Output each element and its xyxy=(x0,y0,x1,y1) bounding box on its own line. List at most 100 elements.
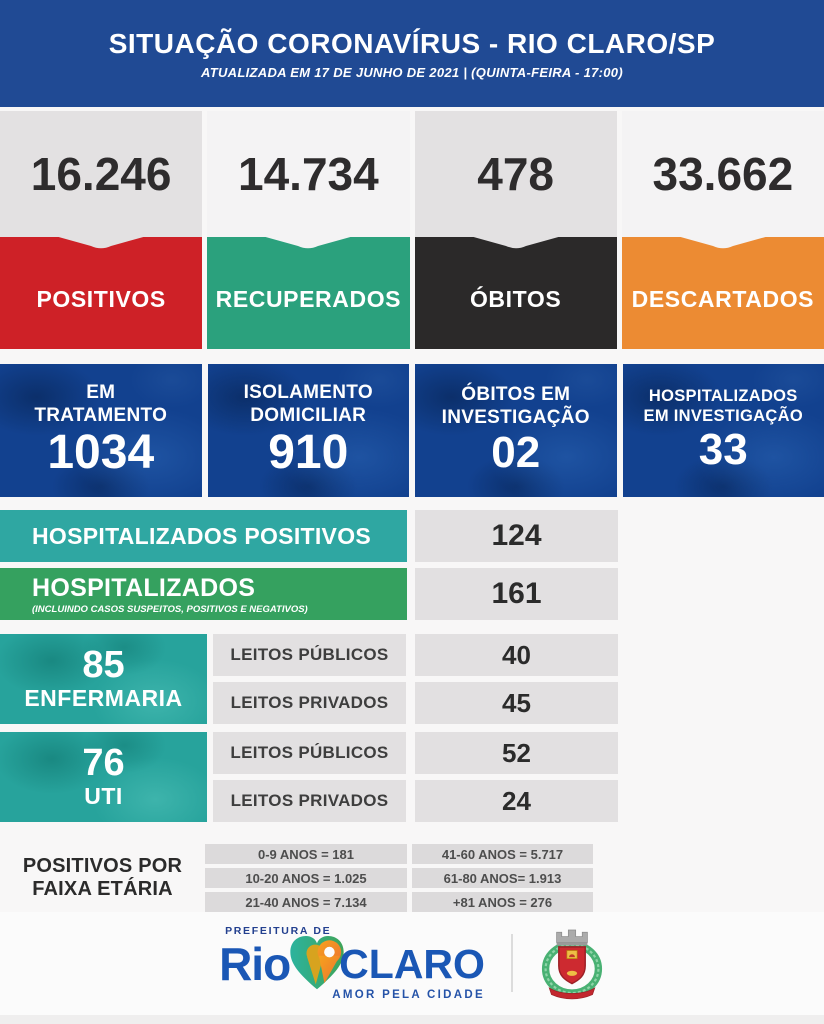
uti-rows: LEITOS PÚBLICOS 52 LEITOS PRIVADOS 24 xyxy=(213,732,824,822)
table-row: LEITOS PRIVADOS 24 xyxy=(213,780,824,822)
tile-obitos-investigacao: ÓBITOS EM INVESTIGAÇÃO 02 xyxy=(415,364,617,497)
leitos-privados-label: LEITOS PRIVADOS xyxy=(213,780,406,822)
hospitalizados-total-row: HOSPITALIZADOS (INCLUINDO CASOS SUSPEITO… xyxy=(0,568,824,620)
obitos-label-area: ÓBITOS xyxy=(414,236,617,349)
updated-timestamp: ATUALIZADA EM 17 DE JUNHO DE 2021 | (QUI… xyxy=(201,64,623,80)
hospitalizados-investigacao-count: 33 xyxy=(698,425,748,475)
tile-label: EM TRATAMENTO xyxy=(34,382,167,427)
stat-value-area: 33.662 xyxy=(621,111,824,237)
age-cell-21-40: 21-40 ANOS = 7.134 xyxy=(205,892,407,912)
age-cell-10-20: 10-20 ANOS = 1.025 xyxy=(205,868,407,888)
tile-label: ISOLAMENTO DOMICILIAR xyxy=(244,382,373,427)
age-cell-0-9: 0-9 ANOS = 181 xyxy=(205,844,407,864)
bar-label: HOSPITALIZADOS xyxy=(32,573,256,602)
positivos-label-area: POSITIVOS xyxy=(0,236,203,349)
hospitalizados-positivos-row: HOSPITALIZADOS POSITIVOS 124 xyxy=(0,510,824,562)
age-title-line1: POSITIVOS POR xyxy=(22,855,183,877)
stat-value-area: 14.734 xyxy=(207,111,410,237)
header-banner: SITUAÇÃO CORONAVÍRUS - RIO CLARO/SP ATUA… xyxy=(0,0,824,107)
hospitalizados-positivos-bar: HOSPITALIZADOS POSITIVOS xyxy=(0,510,407,562)
hospitalizados-total-bar: HOSPITALIZADOS (INCLUINDO CASOS SUSPEITO… xyxy=(0,568,407,620)
descartados-label: DESCARTADOS xyxy=(631,285,815,312)
leitos-publicos-label: LEITOS PÚBLICOS xyxy=(213,732,406,774)
em-tratamento-count: 1034 xyxy=(47,425,155,479)
recuperados-label-area: RECUPERADOS xyxy=(207,236,410,349)
enfermaria-block: 85 ENFERMARIA xyxy=(0,634,207,724)
city-logo-row: Rio xyxy=(219,935,485,991)
tile-label-line2: INVESTIGAÇÃO xyxy=(441,406,590,428)
age-cell-81-plus: +81 ANOS = 276 xyxy=(412,892,593,912)
stat-value-area: 16.246 xyxy=(0,111,203,237)
leitos-privados-value: 45 xyxy=(415,682,618,724)
notch-decoration xyxy=(262,236,355,249)
enfermaria-label: ENFERMARIA xyxy=(24,685,183,712)
coat-of-arms-icon xyxy=(541,929,603,1000)
tile-hospitalizados-investigacao: HOSPITALIZADOS EM INVESTIGAÇÃO 33 xyxy=(622,364,824,497)
tile-label: HOSPITALIZADOS EM INVESTIGAÇÃO xyxy=(644,387,803,426)
bar-sublabel: (INCLUINDO CASOS SUSPEITOS, POSITIVOS E … xyxy=(32,603,308,615)
uti-group: 76 UTI LEITOS PÚBLICOS 52 LEITOS PRIVADO… xyxy=(0,732,824,822)
positivos-count: 16.246 xyxy=(30,148,172,200)
recuperados-label: RECUPERADOS xyxy=(215,285,402,312)
age-cell-41-60: 41-60 ANOS = 5.717 xyxy=(412,844,593,864)
tile-label: ÓBITOS EM INVESTIGAÇÃO xyxy=(442,384,590,429)
logo-word-claro: CLARO xyxy=(339,940,485,987)
age-title-line2: FAIXA ETÁRIA xyxy=(32,878,173,900)
summary-stats-row: 16.246 POSITIVOS 14.734 RECUPERADOS 478 … xyxy=(0,111,824,349)
leitos-publicos-label: LEITOS PÚBLICOS xyxy=(213,634,406,676)
stat-card-positivos: 16.246 POSITIVOS xyxy=(0,111,203,349)
notch-decoration xyxy=(676,236,769,249)
logo-tagline: AMOR PELA CIDADE xyxy=(332,989,485,1001)
hospitalizados-total-value: 161 xyxy=(415,568,618,620)
recuperados-count: 14.734 xyxy=(238,148,379,200)
tile-label-line2: EM INVESTIGAÇÃO xyxy=(643,406,803,425)
footer-divider xyxy=(510,934,513,992)
stat-value-area: 478 xyxy=(414,111,617,237)
notch-decoration xyxy=(55,236,148,249)
tile-label-line1: EM xyxy=(86,382,116,404)
tile-label-line2: TRATAMENTO xyxy=(34,404,168,426)
age-table-right-column: 41-60 ANOS = 5.717 61-80 ANOS= 1.913 +81… xyxy=(412,844,593,912)
prefeitura-logo: PREFEITURA DE Rio xyxy=(219,925,485,1001)
investigation-tiles-row: EM TRATAMENTO 1034 ISOLAMENTO DOMICILIAR… xyxy=(0,364,824,497)
table-row: LEITOS PÚBLICOS 40 xyxy=(213,634,824,676)
leitos-privados-value: 24 xyxy=(415,780,618,822)
age-cell-61-80: 61-80 ANOS= 1.913 xyxy=(412,868,593,888)
leitos-privados-label: LEITOS PRIVADOS xyxy=(213,682,406,724)
uti-total: 76 xyxy=(82,741,125,784)
bottom-edge-strip xyxy=(0,1015,824,1024)
tile-isolamento-domiciliar: ISOLAMENTO DOMICILIAR 910 xyxy=(207,364,409,497)
positivos-label: POSITIVOS xyxy=(36,285,166,312)
age-table-left-column: 0-9 ANOS = 181 10-20 ANOS = 1.025 21-40 … xyxy=(205,844,407,912)
notch-decoration xyxy=(469,236,562,249)
stat-card-descartados: 33.662 DESCARTADOS xyxy=(621,111,824,349)
obitos-count: 478 xyxy=(477,148,554,200)
uti-block: 76 UTI xyxy=(0,732,207,822)
age-distribution-section: POSITIVOS POR FAIXA ETÁRIA 0-9 ANOS = 18… xyxy=(0,844,824,912)
prefeitura-label: PREFEITURA DE xyxy=(225,925,332,937)
age-table: 0-9 ANOS = 181 10-20 ANOS = 1.025 21-40 … xyxy=(205,844,593,912)
table-row: LEITOS PÚBLICOS 52 xyxy=(213,732,824,774)
footer: PREFEITURA DE Rio xyxy=(0,912,824,1024)
table-row: LEITOS PRIVADOS 45 xyxy=(213,682,824,724)
tile-label-line1: HOSPITALIZADOS xyxy=(648,387,798,406)
logo-word-rio: Rio xyxy=(219,938,291,990)
obitos-label: ÓBITOS xyxy=(469,285,562,312)
hospitalizados-positivos-value: 124 xyxy=(415,510,618,562)
enfermaria-rows: LEITOS PÚBLICOS 40 LEITOS PRIVADOS 45 xyxy=(213,634,824,724)
leitos-publicos-value: 40 xyxy=(415,634,618,676)
tile-label-line2: DOMICILIAR xyxy=(250,404,367,426)
uti-label: UTI xyxy=(84,783,123,810)
descartados-count: 33.662 xyxy=(652,148,794,200)
descartados-label-area: DESCARTADOS xyxy=(621,236,824,349)
stat-card-obitos: 478 ÓBITOS xyxy=(414,111,617,349)
obitos-investigacao-count: 02 xyxy=(491,428,541,478)
tile-em-tratamento: EM TRATAMENTO 1034 xyxy=(0,364,202,497)
tile-label-line1: ÓBITOS EM xyxy=(461,384,571,406)
isolamento-count: 910 xyxy=(268,425,349,479)
age-section-title: POSITIVOS POR FAIXA ETÁRIA xyxy=(0,844,205,912)
page-title: SITUAÇÃO CORONAVÍRUS - RIO CLARO/SP xyxy=(108,27,716,59)
bar-label: HOSPITALIZADOS POSITIVOS xyxy=(32,522,372,549)
enfermaria-total: 85 xyxy=(82,643,125,686)
